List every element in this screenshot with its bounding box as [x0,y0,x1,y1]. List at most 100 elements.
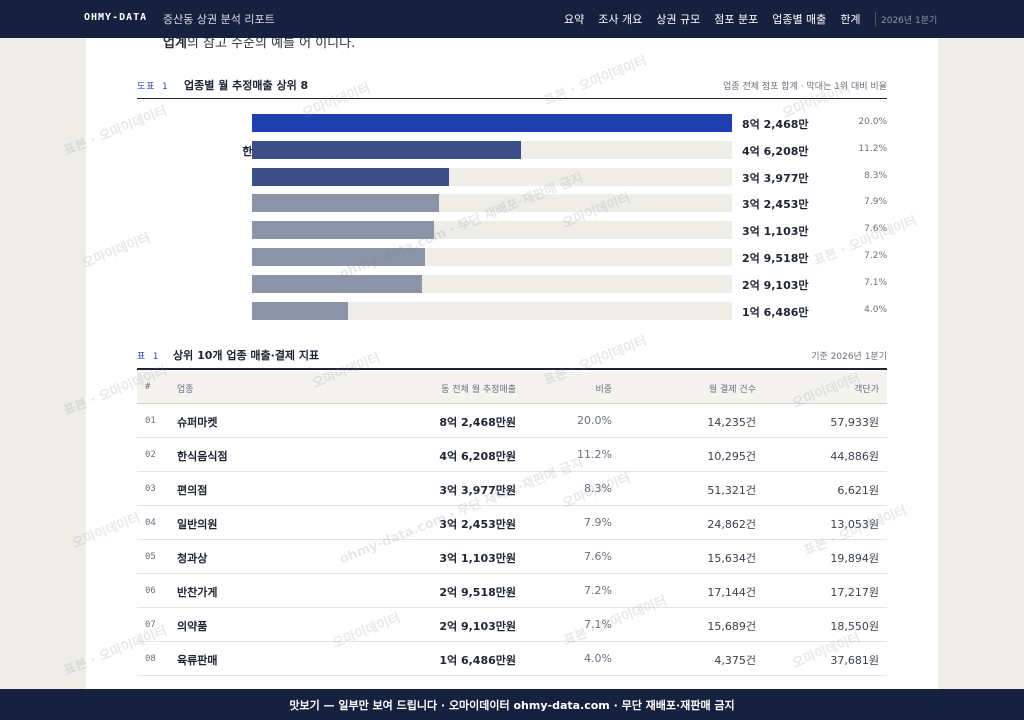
row-number: 07 [145,620,156,630]
table-row: 07 의약품 2억 9,103만원 7.1% 15,689건 18,550원 [137,608,887,642]
row-category: 한식음식점 [177,450,228,463]
bar-track [252,248,732,266]
cut-off-text: 의 참고 수준의 예를 어 이니다. [186,38,356,51]
row-number: 03 [145,484,156,494]
report-title: 증산동 상권 분석 리포트 [163,13,275,26]
figure-header: 도표 1 업종별 월 추정매출 상위 8 업종 전체 점포 합계 · 막대는 1… [137,77,887,99]
bar-fill [252,221,434,240]
row-number: 08 [145,654,156,664]
bar-track [252,114,732,132]
row-category: 일반의원 [177,518,218,531]
row-category: 편의점 [177,484,208,497]
bar-track [252,301,732,320]
bar-share-label: 20.0% [858,117,887,127]
nav-link-sales[interactable]: 업종별 매출 [772,13,827,26]
row-avg-price: 17,217원 [830,586,879,599]
bar-fill [252,114,732,132]
figure-tag: 도표 1 [137,82,169,92]
nav-link-scale[interactable]: 상권 규모 [656,13,701,26]
row-avg-price: 18,550원 [830,620,879,633]
table-body: 01 슈퍼마켓 8억 2,468만원 20.0% 14,235건 57,933원 02 한식음… [137,404,887,676]
row-share: 20.0% [577,414,612,427]
figure-title: 업종별 월 추정매출 상위 8 [184,79,309,92]
bar-fill [252,140,521,159]
bar-track [252,274,732,293]
bar-value-label: 3억 2,453만 [742,198,809,212]
table-row: 08 육류판매 1억 6,486만원 4.0% 4,375건 37,681원 [137,642,887,676]
nav-links: 요약 조사 개요 상권 규모 점포 분포 업종별 매출 한계 [564,11,861,27]
table-column-headers: # 업종 동 전체 월 추정매출 비중 월 결제 건수 객단가 [137,372,887,404]
bar-value-label: 4억 6,208만 [742,144,809,158]
bar-track [252,167,732,186]
table-tag: 표 1 [137,352,160,362]
bar-share-label: 7.9% [864,197,887,208]
col-header-no: # [145,382,151,392]
bar-fill [252,274,422,293]
footer-text: 맛보기 — 일부만 보여 드립니다 · 오마이데이터 ohmy-data.com… [289,698,735,712]
row-sales: 2억 9,103만원 [439,620,516,633]
bar-share-label: 4.0% [864,304,887,315]
row-share: 7.9% [584,516,612,529]
report-page: 업계의 참고 수준의 예를 어 이니다. 도표 1 업종별 월 추정매출 상위 … [86,38,938,690]
bar-value-label: 3억 3,977만 [742,171,809,185]
brand-logo[interactable]: OHMY-DATA [84,12,148,23]
row-share: 7.2% [584,584,612,597]
bar-value-label: 1억 6,486만 [742,305,809,319]
col-header-share: 비중 [595,385,612,395]
nav-link-summary[interactable]: 요약 [564,13,585,26]
row-sales: 3억 2,453만원 [439,518,516,531]
row-count: 15,689건 [707,620,756,633]
figure-note: 업종 전체 점포 합계 · 막대는 1위 대비 비율 [723,82,887,92]
row-share: 7.6% [584,550,612,563]
row-share: 8.3% [584,482,612,495]
row-share: 4.0% [584,652,612,665]
top-navbar: OHMY-DATA 증산동 상권 분석 리포트 요약 조사 개요 상권 규모 점… [0,0,1024,38]
row-sales: 3억 3,977만원 [439,484,516,497]
row-share: 11.2% [577,448,612,461]
col-header-sales: 동 전체 월 추정매출 [441,385,516,395]
nav-link-distribution[interactable]: 점포 분포 [714,13,759,26]
row-count: 17,144건 [707,586,756,599]
bar-value-label: 2억 9,103만 [742,278,809,292]
bar-fill [252,167,449,186]
preview-footer: 맛보기 — 일부만 보여 드립니다 · 오마이데이터 ohmy-data.com… [0,689,1024,720]
row-count: 14,235건 [707,416,756,429]
cut-off-paragraph: 업계의 참고 수준의 예를 어 이니다. [163,38,355,51]
col-header-count: 월 결제 건수 [708,385,756,395]
cut-off-bold: 업계 [163,38,187,51]
row-number: 04 [145,518,156,528]
bar-value-label: 2억 9,518만 [742,252,809,265]
row-number: 02 [145,450,156,460]
row-sales: 3억 1,103만원 [439,552,516,565]
bar-fill [252,248,425,266]
row-sales: 8억 2,468만원 [439,416,516,429]
row-count: 4,375건 [714,654,756,667]
table-row: 04 일반의원 3억 2,453만원 7.9% 24,862건 13,053원 [137,506,887,540]
nav-link-overview[interactable]: 조사 개요 [598,13,643,26]
col-header-category: 업종 [177,385,194,395]
bar-value-label: 8억 2,468만 [742,118,809,131]
row-category: 청과상 [177,552,208,565]
row-category: 슈퍼마켓 [177,416,218,429]
row-count: 51,321건 [707,484,756,497]
bar-value-label: 3억 1,103만 [742,225,809,239]
table-title: 상위 10개 업종 매출·결제 지표 [173,349,320,362]
bar-track [252,140,732,159]
nav-link-limits[interactable]: 한계 [840,13,861,26]
table-row: 05 청과상 3억 1,103만원 7.6% 15,634건 19,894원 [137,540,887,574]
row-category: 의약품 [177,620,208,633]
row-count: 10,295건 [707,450,756,463]
row-number: 06 [145,586,156,596]
row-category: 육류판매 [177,654,218,667]
row-share: 7.1% [584,618,612,631]
table-row: 02 한식음식점 4억 6,208만원 11.2% 10,295건 44,886원 [137,438,887,472]
row-count: 15,634건 [707,552,756,565]
row-avg-price: 6,621원 [837,484,879,497]
row-avg-price: 57,933원 [830,416,879,429]
